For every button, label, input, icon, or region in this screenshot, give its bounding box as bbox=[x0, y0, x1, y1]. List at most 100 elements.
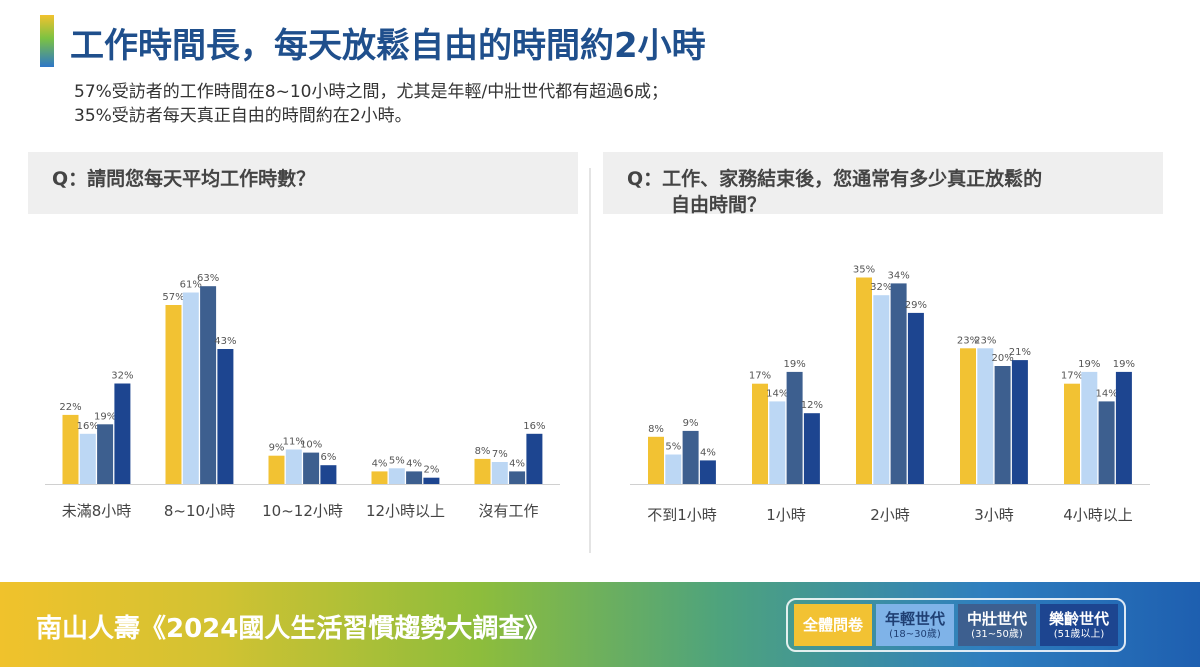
free-time-bar bbox=[769, 401, 786, 484]
work-hours-bar bbox=[182, 292, 199, 484]
free-time-bar bbox=[856, 277, 872, 484]
work-hours-category-label: 10~12小時 bbox=[262, 502, 343, 520]
legend-item: 中壯世代 (31~50歲) bbox=[958, 604, 1036, 646]
free-time-data-label: 29% bbox=[905, 300, 927, 311]
work-hours-data-label: 16% bbox=[77, 421, 99, 432]
chart-divider bbox=[589, 168, 591, 553]
free-time-data-label: 21% bbox=[1009, 347, 1031, 358]
work-hours-data-label: 11% bbox=[283, 437, 305, 448]
work-hours-data-label: 5% bbox=[389, 455, 405, 466]
free-time-bar bbox=[752, 383, 768, 484]
free-time-bar bbox=[1081, 371, 1098, 484]
free-time-bar bbox=[1064, 383, 1080, 484]
work-hours-data-label: 4% bbox=[372, 458, 388, 469]
free-time-bar bbox=[682, 430, 699, 484]
free-time-data-label: 20% bbox=[991, 353, 1013, 364]
work-hours-bar bbox=[320, 465, 337, 484]
free-time-data-label: 14% bbox=[1095, 388, 1117, 399]
free-time-data-label: 17% bbox=[749, 371, 771, 382]
free-time-bar bbox=[890, 283, 907, 484]
legend-sublabel: (31~50歲) bbox=[971, 628, 1023, 640]
page-title: 工作時間長，每天放鬆自由的時間約2小時 bbox=[70, 26, 706, 66]
work-hours-category-label: 12小時以上 bbox=[366, 502, 445, 520]
work-hours-data-label: 9% bbox=[269, 443, 285, 454]
free-time-data-label: 14% bbox=[766, 388, 788, 399]
work-hours-data-label: 19% bbox=[94, 411, 116, 422]
subtitle-line-1: 57%受訪者的工作時間在8~10小時之間，尤其是年輕/中壯世代都有超過6成； bbox=[74, 82, 669, 102]
work-hours-category-label: 未滿8小時 bbox=[62, 502, 132, 520]
free-time-data-label: 9% bbox=[683, 418, 699, 429]
work-hours-bar bbox=[114, 383, 131, 484]
work-hours-bar bbox=[165, 305, 182, 484]
legend-label: 中壯世代 bbox=[966, 609, 1027, 628]
work-hours-data-label: 63% bbox=[197, 273, 219, 284]
work-hours-data-label: 32% bbox=[111, 371, 133, 382]
work-hours-data-label: 43% bbox=[214, 336, 236, 347]
free-time-data-label: 12% bbox=[801, 400, 823, 411]
work-hours-bar bbox=[97, 424, 114, 484]
free-time-bar bbox=[699, 460, 716, 484]
free-time-bar bbox=[648, 436, 664, 484]
legend-label: 樂齡世代 bbox=[1048, 609, 1109, 628]
work-hours-bar bbox=[285, 449, 302, 484]
free-time-data-label: 8% bbox=[648, 424, 664, 435]
free-time-category-label: 4小時以上 bbox=[1063, 506, 1133, 524]
footer-survey-title: 南山人壽《2024國人生活習慣趨勢大調查》 bbox=[36, 614, 551, 644]
free-time-bar bbox=[665, 454, 682, 484]
legend-sublabel: (18~30歲) bbox=[889, 628, 941, 640]
work-hours-data-label: 22% bbox=[59, 402, 81, 413]
work-hours-category-label: 沒有工作 bbox=[478, 502, 538, 520]
work-hours-data-label: 8% bbox=[475, 446, 491, 457]
work-hours-data-label: 57% bbox=[162, 292, 184, 303]
free-time-bar bbox=[977, 348, 994, 484]
legend-label: 年輕世代 bbox=[884, 609, 945, 628]
free-time-data-label: 19% bbox=[783, 359, 805, 370]
question-free-time-line1: Q：工作、家務結束後，您通常有多少真正放鬆的 bbox=[627, 168, 1043, 190]
subtitle-line-2: 35%受訪者每天真正自由的時間約在2小時。 bbox=[74, 106, 412, 126]
work-hours-category-label: 8~10小時 bbox=[164, 502, 235, 520]
free-time-data-label: 17% bbox=[1061, 371, 1083, 382]
work-hours-bar bbox=[526, 433, 543, 484]
free-time-bar bbox=[873, 295, 890, 484]
work-hours-bar bbox=[79, 433, 96, 484]
legend-item: 全體問卷 bbox=[794, 604, 872, 646]
free-time-data-label: 5% bbox=[665, 442, 681, 453]
work-hours-bar bbox=[474, 458, 491, 484]
legend-label: 全體問卷 bbox=[802, 616, 863, 634]
free-time-bar bbox=[1011, 360, 1028, 484]
free-time-bar bbox=[786, 371, 803, 484]
work-hours-bar bbox=[388, 468, 405, 484]
work-hours-data-label: 10% bbox=[300, 440, 322, 451]
legend: 全體問卷 年輕世代 (18~30歲) 中壯世代 (31~50歲) 樂齡世代 (51歲以上) bbox=[786, 598, 1126, 652]
free-time-data-label: 4% bbox=[700, 447, 716, 458]
free-time-data-label: 23% bbox=[974, 335, 996, 346]
footer-banner: 南山人壽《2024國人生活習慣趨勢大調查》 全體問卷 年輕世代 (18~30歲) 中壯… bbox=[0, 582, 1200, 667]
free-time-category-label: 不到1小時 bbox=[647, 506, 717, 524]
question-box-work-hours: Q：請問您每天平均工作時數？ bbox=[28, 152, 578, 214]
work-hours-bar bbox=[217, 349, 234, 484]
free-time-data-label: 23% bbox=[957, 335, 979, 346]
free-time-bar bbox=[1115, 371, 1132, 484]
work-hours-data-label: 6% bbox=[320, 452, 336, 463]
legend-sublabel: (51歲以上) bbox=[1053, 628, 1105, 640]
work-hours-data-label: 4% bbox=[509, 458, 525, 469]
free-time-data-label: 32% bbox=[870, 282, 892, 293]
work-hours-data-label: 4% bbox=[406, 458, 422, 469]
free-time-category-label: 1小時 bbox=[766, 506, 806, 524]
free-time-bar bbox=[960, 348, 976, 484]
work-hours-bar bbox=[371, 471, 388, 484]
free-time-data-label: 19% bbox=[1078, 359, 1100, 370]
free-time-category-label: 2小時 bbox=[870, 506, 910, 524]
work-hours-data-label: 2% bbox=[423, 465, 439, 476]
work-hours-bar bbox=[200, 286, 217, 484]
legend-item: 樂齡世代 (51歲以上) bbox=[1040, 604, 1118, 646]
free-time-bar bbox=[1098, 401, 1115, 484]
free-time-data-label: 19% bbox=[1113, 359, 1135, 370]
work-hours-data-label: 16% bbox=[523, 421, 545, 432]
work-hours-bar bbox=[423, 477, 440, 484]
page-subtitle: 57%受訪者的工作時間在8~10小時之間，尤其是年輕/中壯世代都有超過6成； 3… bbox=[74, 80, 668, 128]
free-time-data-label: 35% bbox=[853, 265, 875, 276]
title-accent-bar bbox=[40, 15, 54, 67]
work-hours-bar bbox=[491, 462, 508, 484]
work-hours-bar bbox=[303, 452, 320, 484]
